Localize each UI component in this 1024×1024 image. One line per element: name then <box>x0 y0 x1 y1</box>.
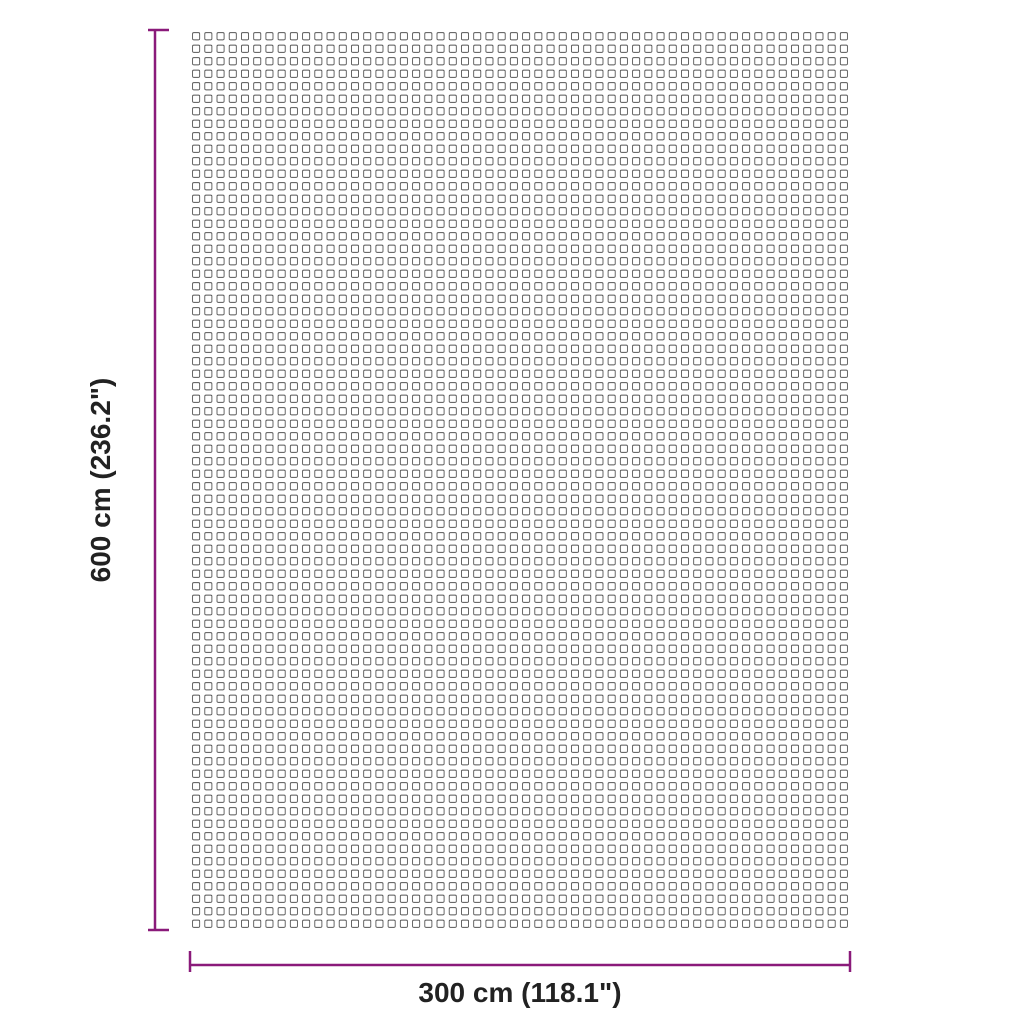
height-dimension-label: 600 cm (236.2") <box>85 378 116 583</box>
width-dimension-label: 300 cm (118.1") <box>418 977 621 1008</box>
mesh-grid <box>193 33 848 928</box>
